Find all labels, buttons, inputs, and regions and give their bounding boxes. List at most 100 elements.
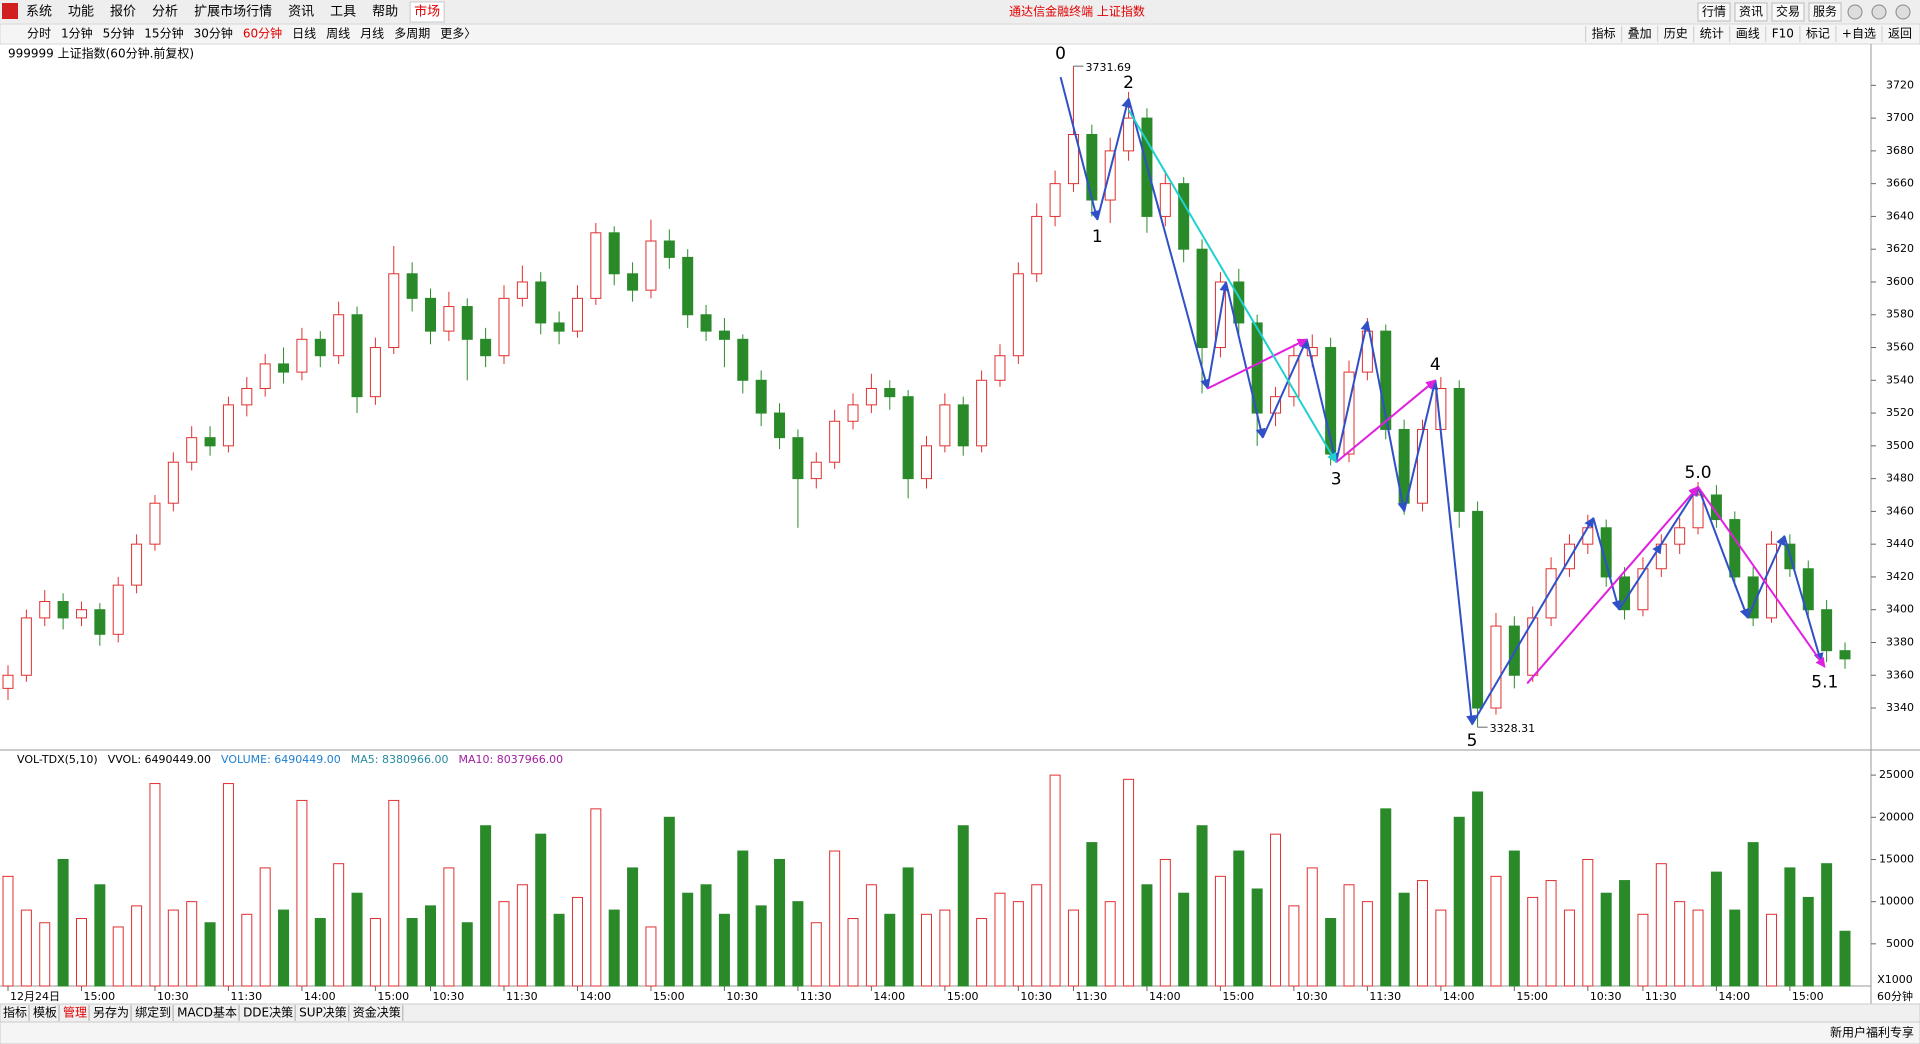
volume-bar (1178, 892, 1190, 987)
candle-body (645, 240, 657, 291)
candle-body (259, 363, 271, 389)
volume-bar (1067, 909, 1079, 987)
volume-bar (571, 896, 583, 987)
period-tab[interactable]: 多周期 (394, 27, 430, 41)
y-tick-label: 3420 (1886, 570, 1914, 583)
candle-body (1196, 248, 1208, 349)
wave-label: 5.0 (1685, 463, 1712, 483)
volume-bar (608, 909, 620, 987)
tool-button[interactable]: 统计 (1700, 27, 1724, 41)
period-tab[interactable]: 周线 (326, 27, 350, 41)
menu-item[interactable]: 功能 (68, 5, 94, 20)
tool-button[interactable]: 返回 (1888, 27, 1912, 41)
volume-bar (296, 799, 308, 987)
menu-item[interactable]: 工具 (330, 5, 356, 20)
volume-bar (1747, 842, 1759, 987)
volume-bar (1104, 901, 1116, 987)
menu-button[interactable] (1808, 2, 1842, 22)
candle-body (406, 273, 418, 299)
candle-body (1674, 527, 1686, 545)
tool-button[interactable]: 历史 (1664, 27, 1688, 41)
y-tick-label: 3700 (1886, 111, 1914, 124)
candle-body (1104, 150, 1116, 201)
volume-bar (314, 918, 326, 987)
candle-body (884, 387, 896, 398)
period-tab[interactable]: 15分钟 (144, 26, 183, 41)
volume-bar (792, 901, 804, 987)
close[interactable] (1895, 4, 1911, 20)
bottom-tab[interactable]: 管理 (63, 1005, 87, 1020)
candle-body (461, 306, 473, 340)
x-tick-label: 14:00 (1149, 990, 1181, 1003)
volume-bar (718, 913, 730, 987)
period-tab[interactable]: 月线 (360, 27, 384, 41)
chart-title: 999999 上证指数(60分钟.前复权) (8, 46, 194, 61)
tool-button[interactable]: 叠加 (1628, 27, 1652, 41)
period-tab[interactable]: 分时 (27, 27, 51, 41)
menu-item[interactable]: 系统 (26, 5, 52, 20)
trend-arrow (1127, 109, 1338, 464)
menu-button-label: 资讯 (1739, 5, 1763, 19)
bottom-tab[interactable]: 绑定到 (135, 1005, 171, 1020)
axis-unit: X1000 (1877, 973, 1913, 986)
candle-body (1600, 527, 1612, 578)
y-tick-label: 5000 (1886, 937, 1914, 950)
volume-bar (186, 901, 198, 987)
tool-button[interactable]: +自选 (1842, 27, 1876, 41)
trend-arrow (1335, 320, 1371, 463)
candle-body (186, 437, 198, 463)
tool-button[interactable]: F10 (1772, 27, 1794, 41)
y-tick-label: 3480 (1886, 472, 1914, 485)
period-tab[interactable]: 更多〉 (440, 27, 476, 41)
menu-item[interactable]: 扩展市场行情 (194, 4, 272, 20)
trend-arrow (1403, 379, 1439, 512)
tool-button[interactable]: 画线 (1736, 27, 1760, 41)
candle-body (1380, 330, 1392, 430)
menu-button[interactable] (1734, 2, 1768, 22)
period-tab[interactable]: 30分钟 (194, 26, 233, 41)
candle-body (2, 674, 14, 689)
candle-body (498, 297, 510, 357)
menu-item[interactable]: 资讯 (288, 5, 314, 20)
bottom-tab[interactable]: 模板 (33, 1006, 57, 1020)
x-tick-label: 11:30 (230, 990, 262, 1003)
restore[interactable] (1871, 4, 1887, 20)
period-tab[interactable]: 1分钟 (61, 26, 93, 41)
menu-button[interactable] (1697, 2, 1731, 22)
menu-item[interactable]: 市场 (414, 4, 440, 20)
candle-body (1178, 183, 1190, 250)
period-tab[interactable]: 5分钟 (103, 26, 135, 41)
bottom-tab[interactable]: MACD基本 (177, 1006, 237, 1020)
y-tick-label: 3440 (1886, 537, 1914, 550)
volume-bar (516, 884, 528, 987)
wave-label: 3 (1331, 470, 1342, 490)
volume-bar (1196, 825, 1208, 987)
candle-body (1821, 609, 1833, 652)
volume-bar (627, 867, 639, 987)
period-tab[interactable]: 60分钟 (243, 26, 282, 41)
minimize[interactable] (1847, 4, 1863, 20)
period-tab[interactable]: 日线 (292, 27, 316, 41)
candle-body (1343, 371, 1355, 455)
menu-button[interactable] (1771, 2, 1805, 22)
tool-button[interactable]: 标记 (1806, 27, 1830, 41)
trend-arrow (1592, 517, 1622, 611)
tool-button[interactable]: 指标 (1592, 26, 1616, 41)
candle-body (1306, 347, 1318, 357)
bottom-tab[interactable]: 另存为 (93, 1006, 129, 1020)
volume-bar (1472, 791, 1484, 987)
menu-item[interactable]: 分析 (152, 5, 178, 20)
candle-body (1545, 568, 1557, 619)
volume-bar (810, 922, 822, 987)
volume-bar (1380, 808, 1392, 987)
bottom-tab[interactable]: DDE决策 (243, 1006, 293, 1020)
menu-item[interactable]: 帮助 (372, 5, 398, 20)
bottom-tab[interactable]: SUP决策 (299, 1006, 347, 1020)
candle-body (921, 445, 932, 480)
y-tick-label: 3360 (1886, 668, 1914, 681)
menu-item[interactable]: 报价 (110, 5, 136, 20)
bottom-tab[interactable]: 资金决策 (353, 1005, 401, 1020)
candle-body (480, 338, 492, 357)
status-promo[interactable]: 新用户福利专享 (1830, 1025, 1914, 1040)
bottom-tab[interactable]: 指标 (3, 1005, 27, 1020)
